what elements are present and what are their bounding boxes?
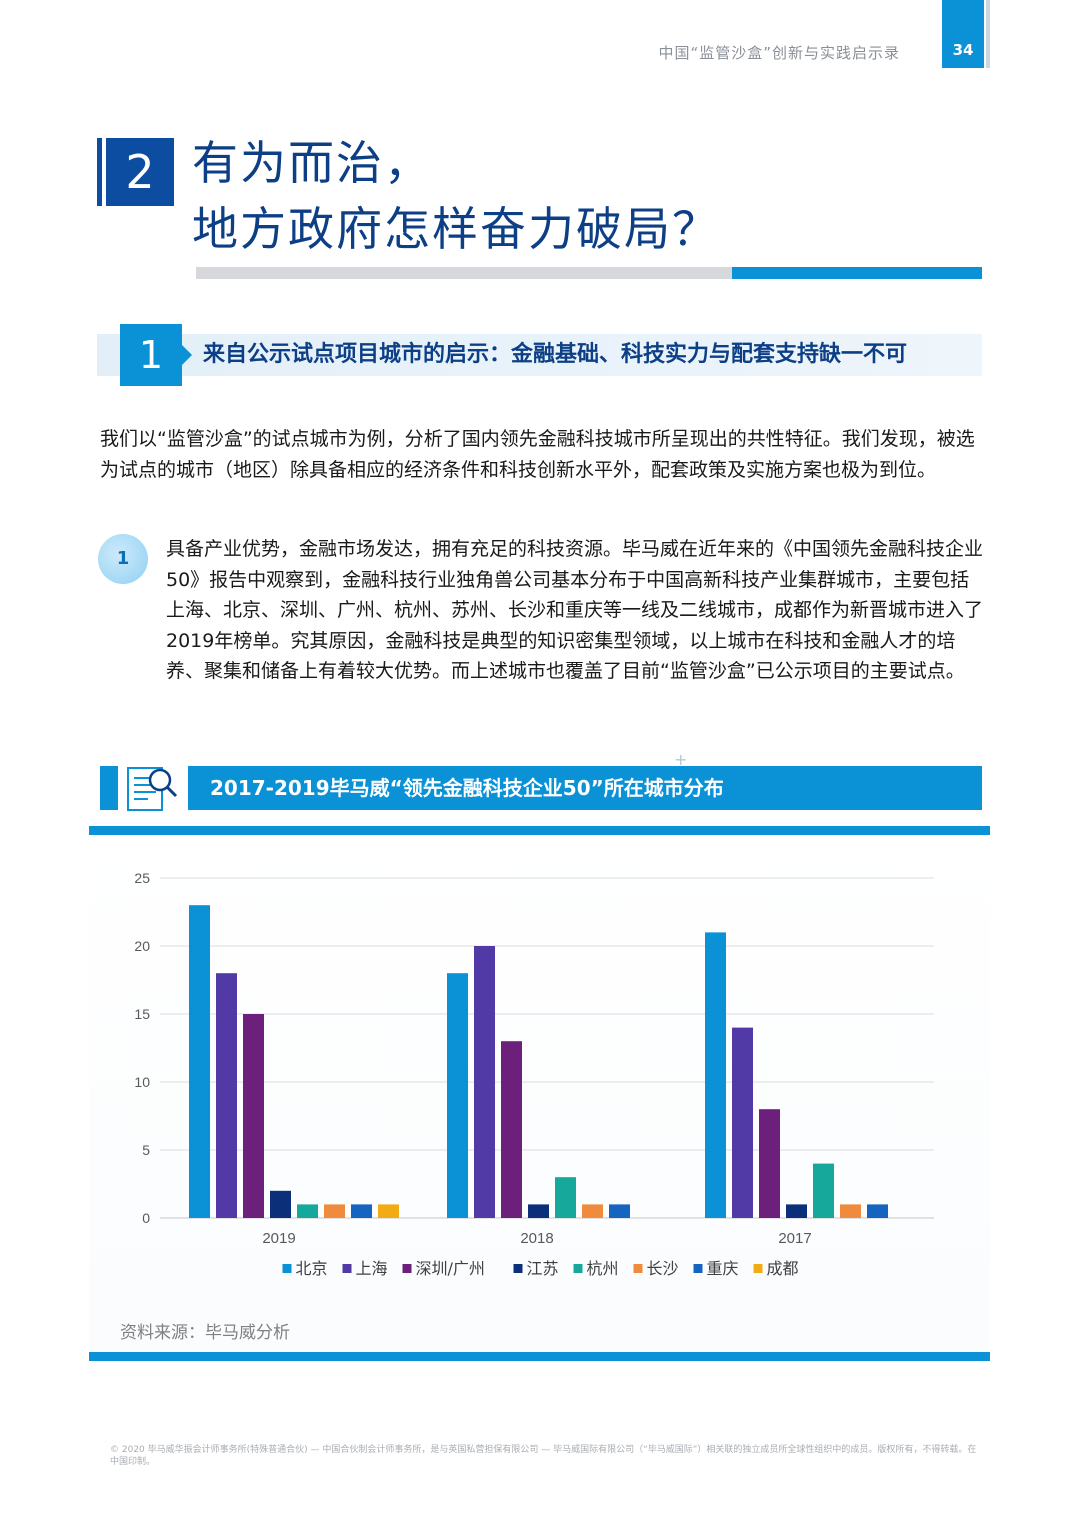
chart-top-rule xyxy=(89,826,990,835)
section-title: 有为而治， 地方政府怎样奋力破局？ xyxy=(192,130,720,262)
bar-2018-深圳/广州 xyxy=(501,1041,522,1218)
intro-paragraph: 我们以“监管沙盒”的试点城市为例，分析了国内领先金融科技城市所呈现出的共性特征。… xyxy=(100,428,975,481)
x-tick-label: 2017 xyxy=(778,1230,811,1247)
chart-title: 2017-2019毕马威“领先金融科技企业50”所在城市分布 xyxy=(210,776,724,800)
bar-2019-杭州 xyxy=(297,1204,318,1218)
bar-2019-成都 xyxy=(378,1204,399,1218)
y-tick-label: 10 xyxy=(134,1074,150,1090)
legend-label: 重庆 xyxy=(707,1259,739,1278)
bar-2019-长沙 xyxy=(324,1204,345,1218)
bar-2017-北京 xyxy=(705,932,726,1218)
bar-2019-江苏 xyxy=(270,1190,291,1218)
bar-2018-北京 xyxy=(447,973,468,1218)
bar-2018-长沙 xyxy=(582,1204,603,1218)
legend-swatch xyxy=(402,1264,412,1273)
section-accent-bar xyxy=(97,138,102,206)
legend-swatch xyxy=(573,1264,583,1273)
footer-copyright: © 2020 毕马威华振会计师事务所(特殊普通合伙) — 中国合伙制会计师事务所… xyxy=(110,1445,977,1467)
chart-banner xyxy=(188,766,982,810)
title-rule-blue xyxy=(732,267,982,279)
bar-2018-杭州 xyxy=(555,1177,576,1218)
header-document-title: 中国“监管沙盒”创新与实践启示录 xyxy=(658,44,900,62)
section-title-line1: 有为而治， xyxy=(192,136,432,190)
document-magnifier-icon xyxy=(120,760,182,816)
x-tick-label: 2019 xyxy=(262,1230,295,1247)
bar-2019-深圳/广州 xyxy=(243,1014,264,1218)
y-tick-label: 0 xyxy=(142,1210,150,1226)
section-number: 2 xyxy=(106,138,174,206)
bar-2017-重庆 xyxy=(867,1204,888,1218)
legend-swatch xyxy=(342,1264,352,1273)
chart-source: 资料来源：毕马威分析 xyxy=(120,1323,290,1343)
chart-banner-accent xyxy=(100,766,118,810)
x-tick-label: 2018 xyxy=(520,1230,553,1247)
chart-panel xyxy=(89,835,990,1352)
legend-swatch xyxy=(693,1264,703,1273)
bar-2017-江苏 xyxy=(786,1204,807,1218)
bar-2019-北京 xyxy=(189,905,210,1218)
y-tick-label: 5 xyxy=(142,1142,150,1158)
chart-bottom-rule xyxy=(89,1352,990,1361)
bar-2018-重庆 xyxy=(609,1204,630,1218)
legend-label: 杭州 xyxy=(587,1259,619,1278)
bar-2019-上海 xyxy=(216,973,237,1218)
bar-2017-长沙 xyxy=(840,1204,861,1218)
point-number-badge: 1 xyxy=(98,534,148,584)
section-title-line2: 地方政府怎样奋力破局？ xyxy=(192,202,720,256)
bar-2017-杭州 xyxy=(813,1163,834,1218)
legend-swatch xyxy=(513,1264,523,1273)
bar-2018-江苏 xyxy=(528,1204,549,1218)
bar-chart: 0 5 10 15 20 25 2019 2018 2017 北京 上海 深圳/广州 江苏 杭州 长沙 重庆 成… xyxy=(134,870,934,1278)
point-paragraph: 具备产业优势，金融市场发达，拥有充足的科技资源。毕马威在近年来的《中国领先金融科… xyxy=(166,538,984,682)
y-tick-label: 20 xyxy=(134,938,150,954)
page-number-tab: 34 xyxy=(942,0,990,68)
legend-swatch xyxy=(633,1264,643,1273)
subsection-title: 来自公示试点项目城市的启示：金融基础、科技实力与配套支持缺一不可 xyxy=(203,342,908,367)
bar-2019-重庆 xyxy=(351,1204,372,1218)
y-tick-label: 15 xyxy=(134,1006,150,1022)
decorative-plus-icon: + xyxy=(674,750,688,769)
bar-2017-深圳/广州 xyxy=(759,1109,780,1218)
title-rule-gray xyxy=(196,267,732,279)
subsection-number: 1 xyxy=(120,324,192,386)
legend-label: 江苏 xyxy=(527,1259,559,1278)
legend-label: 成都 xyxy=(767,1259,799,1278)
legend-label: 北京 xyxy=(296,1259,328,1278)
legend-label: 深圳/广州 xyxy=(416,1259,485,1278)
bar-2018-上海 xyxy=(474,946,495,1218)
legend-swatch xyxy=(753,1264,763,1273)
legend-label: 长沙 xyxy=(647,1259,679,1278)
legend-swatch xyxy=(282,1264,292,1273)
subsection-band xyxy=(97,334,982,376)
y-tick-label: 25 xyxy=(134,870,150,886)
legend-label: 上海 xyxy=(356,1259,388,1278)
bar-2017-上海 xyxy=(732,1027,753,1218)
